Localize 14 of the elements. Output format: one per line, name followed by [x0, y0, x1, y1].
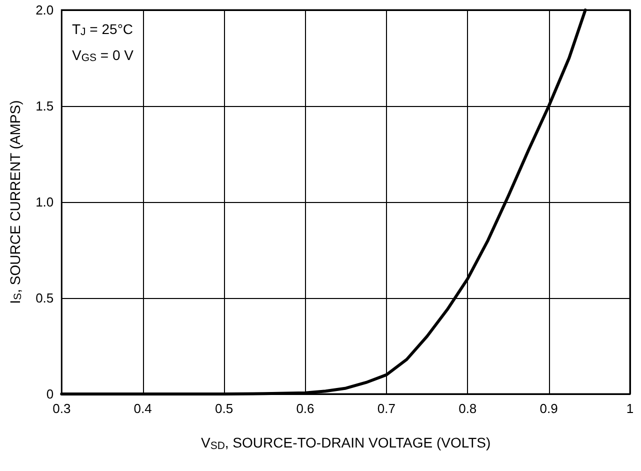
x-tick-label: 0.4	[134, 401, 152, 416]
y-tick-label: 1.0	[36, 194, 54, 210]
x-tick-label: 0.7	[377, 401, 396, 416]
x-tick-label: 0.6	[296, 401, 314, 416]
y-tick-label: 0.5	[36, 290, 54, 306]
y-tick-label: 0	[46, 386, 54, 402]
y-axis-title: IS, SOURCE CURRENT (AMPS)	[7, 100, 24, 304]
y-tick-label: 2.0	[36, 2, 54, 18]
x-tick-label: 0.5	[214, 401, 234, 416]
x-tick-label: 0.9	[540, 401, 558, 416]
y-tick-label: 1.5	[36, 98, 54, 114]
x-tick-label: 0.8	[458, 401, 477, 416]
x-tick-label: 1	[626, 401, 634, 416]
x-tick-label: 0.3	[52, 401, 71, 416]
